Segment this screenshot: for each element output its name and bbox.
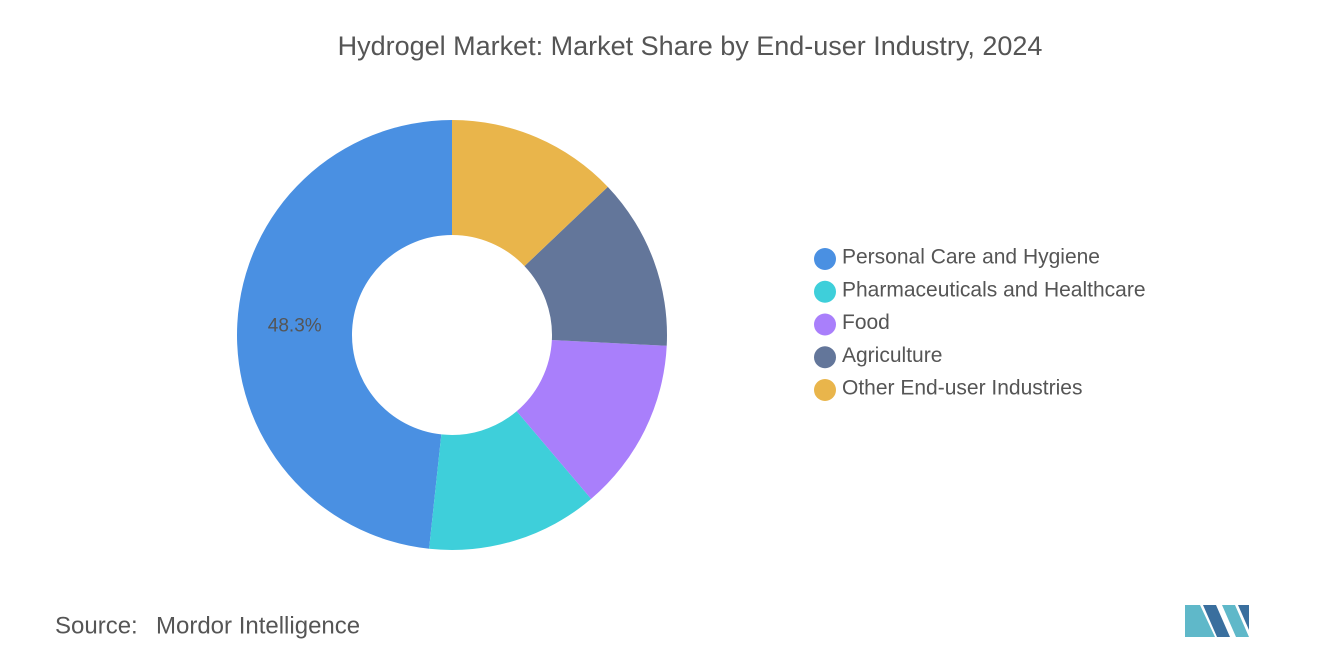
legend-label: Pharmaceuticals and Healthcare bbox=[842, 278, 1146, 301]
slice bbox=[524, 186, 667, 346]
legend-swatch bbox=[814, 313, 836, 336]
legend-label: Agriculture bbox=[842, 344, 942, 367]
data-label: 48.3% bbox=[268, 316, 322, 337]
legend-swatch bbox=[814, 248, 836, 270]
logo bbox=[1185, 605, 1249, 637]
legend-label: Other End-user Industries bbox=[842, 377, 1082, 400]
legend-label: Food bbox=[842, 311, 890, 334]
slice bbox=[429, 411, 592, 550]
source-label: Source: bbox=[55, 612, 138, 639]
slice bbox=[237, 120, 452, 549]
chart-title: Hydrogel Market: Market Share by End-use… bbox=[338, 31, 1043, 61]
slice bbox=[452, 120, 608, 267]
legend-label: Personal Care and Hygiene bbox=[842, 246, 1100, 269]
legend-swatch bbox=[814, 379, 836, 401]
slice bbox=[516, 340, 667, 499]
legend-swatch bbox=[814, 346, 836, 369]
legend-swatch bbox=[814, 280, 836, 303]
source-text: Mordor Intelligence bbox=[156, 612, 360, 639]
